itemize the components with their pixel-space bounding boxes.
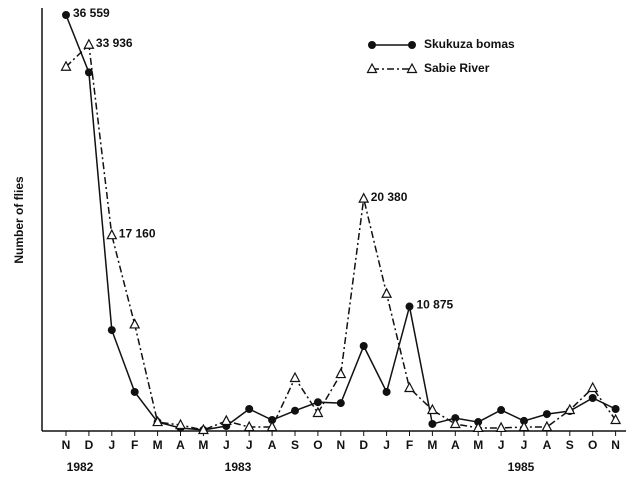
point — [336, 399, 345, 408]
year-label: 1982 — [67, 460, 94, 474]
point — [426, 403, 438, 415]
point — [381, 287, 393, 298]
point — [382, 387, 391, 396]
point — [542, 410, 551, 419]
point — [404, 381, 415, 393]
point — [358, 192, 370, 203]
x-tick-label: J — [498, 438, 505, 452]
year-label: 1983 — [225, 460, 252, 474]
x-tick-label: N — [62, 438, 71, 452]
x-tick-label: M — [153, 438, 163, 452]
point — [60, 60, 72, 71]
point — [107, 326, 116, 335]
point — [472, 421, 484, 433]
point — [245, 405, 254, 413]
value-label: 17 160 — [119, 226, 156, 240]
point — [406, 62, 418, 74]
x-tick-label: O — [588, 438, 597, 452]
value-label: 10 875 — [417, 298, 454, 312]
x-tick-label: J — [246, 438, 253, 452]
point — [405, 302, 414, 311]
x-tick-label: N — [611, 438, 620, 452]
point — [588, 393, 597, 402]
legend-label: Sabie River — [424, 61, 490, 75]
x-tick-label: D — [359, 438, 368, 452]
x-tick-label: A — [268, 438, 277, 452]
point — [83, 38, 95, 49]
point — [587, 381, 599, 393]
point — [449, 417, 461, 429]
x-tick-label: D — [85, 438, 94, 452]
point — [289, 371, 301, 383]
x-tick-label: O — [313, 438, 322, 452]
point — [312, 406, 324, 418]
legend-label: Skukuza bomas — [424, 37, 515, 51]
year-label: 1985 — [508, 460, 535, 474]
x-tick-label: M — [198, 438, 208, 452]
point — [610, 413, 622, 425]
value-label: 36 559 — [73, 6, 110, 20]
x-tick-label: F — [406, 438, 413, 452]
point — [243, 420, 255, 432]
point — [62, 11, 70, 20]
value-label: 20 380 — [371, 190, 408, 204]
point — [335, 367, 347, 379]
point — [268, 416, 277, 425]
point — [564, 403, 576, 415]
x-tick-label: J — [223, 438, 230, 452]
x-tick-label: M — [427, 438, 437, 452]
x-tick-label: S — [566, 438, 574, 452]
x-tick-label: M — [473, 438, 483, 452]
point — [175, 418, 186, 430]
x-tick-label: A — [543, 438, 552, 452]
point — [197, 423, 209, 435]
x-tick-label: N — [336, 438, 345, 452]
x-tick-label: A — [176, 438, 185, 452]
point — [366, 62, 378, 74]
series-line — [65, 14, 616, 431]
point — [129, 318, 141, 329]
point — [518, 420, 530, 432]
point — [313, 398, 322, 407]
point — [368, 41, 376, 49]
x-tick-label: S — [291, 438, 299, 452]
x-tick-label: F — [131, 438, 138, 452]
x-tick-label: J — [521, 438, 528, 452]
point — [291, 406, 299, 415]
point — [541, 420, 553, 432]
point — [359, 342, 368, 350]
point — [152, 415, 164, 427]
point — [106, 228, 118, 240]
point — [428, 419, 437, 428]
point — [266, 420, 278, 432]
value-label: 33 936 — [96, 36, 133, 50]
x-tick-label: J — [383, 438, 390, 452]
point — [130, 387, 139, 396]
x-tick-label: J — [108, 438, 115, 452]
point — [84, 68, 93, 77]
point — [611, 405, 620, 413]
point — [495, 421, 507, 433]
point — [408, 41, 416, 49]
point — [220, 414, 232, 426]
y-axis-label: Number of flies — [12, 176, 26, 264]
x-tick-label: A — [451, 438, 460, 452]
point — [497, 406, 506, 415]
